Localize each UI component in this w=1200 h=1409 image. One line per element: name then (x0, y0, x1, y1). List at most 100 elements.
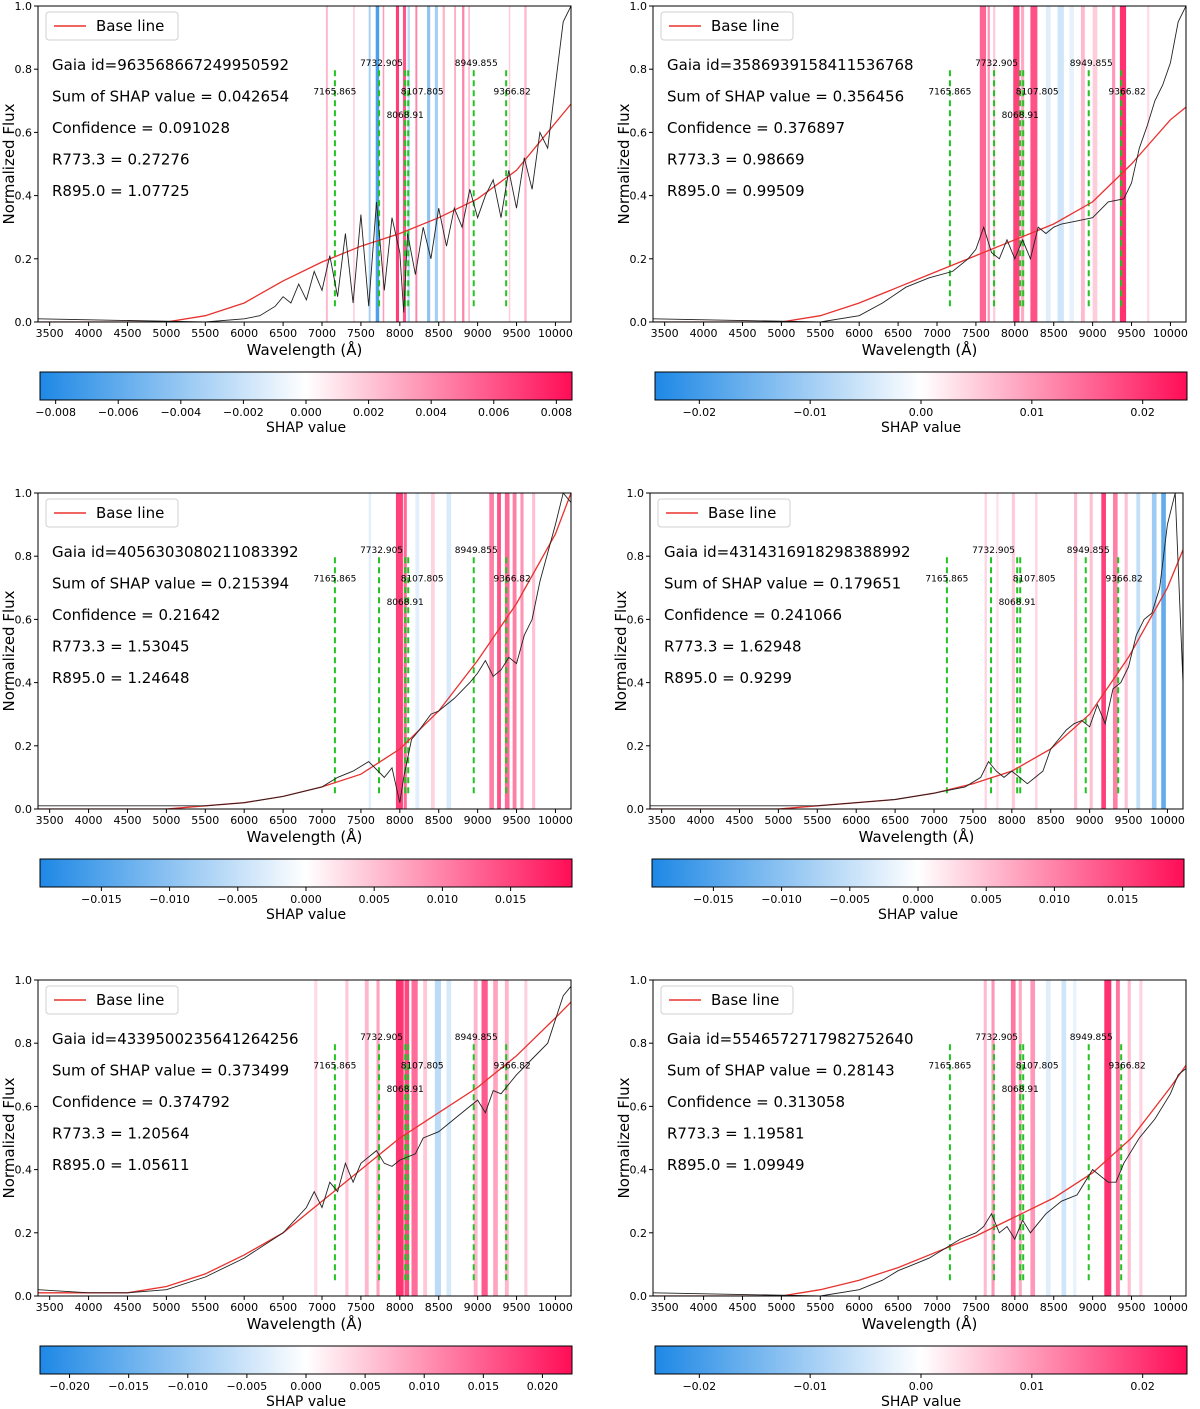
y-tick-label: 1.0 (630, 974, 648, 987)
y-tick-label: 0.6 (15, 126, 33, 139)
annotation-2: Sum of SHAP value = 0.179651 (664, 575, 901, 593)
x-tick-label: 6500 (884, 327, 912, 340)
plot-area (38, 980, 571, 1296)
x-tick-label: 7500 (347, 327, 375, 340)
axes-frame (652, 979, 1187, 1297)
legend: Base line (45, 11, 179, 41)
legend: Base line (45, 985, 179, 1015)
x-tick-label: 9500 (1118, 1301, 1146, 1314)
shap-band (512, 493, 517, 809)
shap-band (504, 493, 510, 809)
x-tick-label: 8000 (386, 814, 414, 827)
annotation-3: Confidence = 0.376897 (667, 119, 845, 137)
colorbar: −0.02 −0.01 0.00 0.01 0.02 SHAP value (654, 371, 1188, 436)
legend-box (657, 498, 791, 528)
marker-label-8107-805: 8107.805 (401, 574, 444, 584)
y-tick-label: 0.8 (630, 1037, 648, 1050)
legend-label: Base line (96, 991, 164, 1009)
chart-panel-6: 3500 4000 4500 5000 5500 6000 6500 7000 7500 8000… (615, 974, 1188, 1409)
shap-band (1030, 6, 1038, 322)
y-tick-label: 0.2 (15, 1227, 33, 1240)
marker-label-8949-855: 8949.855 (455, 1033, 498, 1043)
x-tick-label: 7500 (347, 814, 375, 827)
y-tick-label: 0.6 (630, 1100, 648, 1113)
x-tick-label: 6500 (269, 327, 297, 340)
y-tick-label: 0.0 (630, 316, 648, 329)
shap-band (1089, 493, 1093, 809)
colorbar-label: SHAP value (266, 420, 346, 436)
colorbar-tick-label: −0.010 (167, 1380, 208, 1393)
legend-label: Base line (708, 504, 776, 522)
shap-band (1092, 6, 1098, 322)
colorbar-tick-label: −0.02 (682, 1380, 716, 1393)
annotation-2: Sum of SHAP value = 0.356456 (667, 88, 904, 106)
shap-band (489, 493, 494, 809)
shap-band (1074, 493, 1078, 809)
x-tick-label: 8500 (1037, 814, 1065, 827)
y-tick-label: 0.8 (15, 550, 33, 563)
marker-label-8068-91: 8068.91 (1002, 111, 1039, 121)
x-axis-label: Wavelength (Å) (247, 1314, 363, 1333)
annotation-1: Gaia id=4314316918298388992 (664, 543, 911, 561)
annotation-2: Sum of SHAP value = 0.373499 (52, 1062, 289, 1080)
y-tick-label: 0.0 (627, 803, 645, 816)
marker-label-7732-905: 7732.905 (360, 1033, 403, 1043)
x-tick-label: 5000 (767, 1301, 795, 1314)
shap-band (368, 493, 372, 809)
y-tick-label: 0.8 (627, 550, 645, 563)
x-tick-label: 7500 (347, 1301, 375, 1314)
x-tick-label: 9500 (503, 1301, 531, 1314)
colorbar-tick-label: 0.005 (970, 893, 1002, 906)
shap-band (345, 980, 349, 1296)
legend-label: Base line (96, 17, 164, 35)
y-tick-label: 0.0 (15, 803, 33, 816)
x-tick-label: 9500 (503, 327, 531, 340)
shap-band (1136, 493, 1141, 809)
y-tick-label: 0.8 (15, 1037, 33, 1050)
colorbar-tick-label: 0.00 (909, 1380, 934, 1393)
shap-band (1119, 6, 1127, 322)
x-tick-label: 3500 (651, 1301, 679, 1314)
shap-band (325, 6, 328, 322)
annotation-1: Gaia id=3586939158411536768 (667, 56, 914, 74)
annotation-1: Gaia id=963568667249950592 (52, 56, 289, 74)
x-tick-label: 5000 (152, 814, 180, 827)
x-tick-label: 8500 (425, 814, 453, 827)
marker-label-8068-91: 8068.91 (387, 111, 424, 121)
shap-band (314, 980, 318, 1296)
shap-band (1030, 980, 1036, 1296)
shap-band (434, 6, 438, 322)
x-tick-label: 4500 (725, 814, 753, 827)
shap-band (395, 6, 400, 322)
x-tick-label: 3500 (36, 327, 64, 340)
flux-series (38, 986, 571, 1294)
colorbar-tick-label: 0.008 (541, 406, 573, 419)
chart-panel-1: 3500 4000 4500 5000 5500 6000 6500 7000 7500 8000… (0, 0, 573, 436)
colorbar-label: SHAP value (266, 907, 346, 923)
shap-band (481, 980, 488, 1296)
x-tick-label: 8000 (1001, 327, 1029, 340)
colorbar-tick-label: −0.015 (81, 893, 122, 906)
x-tick-label: 8000 (1001, 1301, 1029, 1314)
x-tick-label: 5500 (803, 814, 831, 827)
marker-label-8107-805: 8107.805 (1016, 1061, 1059, 1071)
x-tick-label: 8000 (998, 814, 1026, 827)
shap-band (368, 6, 371, 322)
x-tick-label: 10000 (538, 814, 573, 827)
colorbar-tick-label: 0.010 (1039, 893, 1071, 906)
shap-band (532, 493, 536, 809)
colorbar: −0.015 −0.010 −0.005 0.000 0.005 0.010 0.015 SH… (651, 858, 1185, 923)
marker-label-9366-82: 9366.82 (1109, 1061, 1146, 1071)
marker-label-8068-91: 8068.91 (387, 598, 424, 608)
x-tick-label: 9000 (1076, 814, 1104, 827)
shap-band (493, 980, 498, 1296)
marker-label-8068-91: 8068.91 (999, 598, 1036, 608)
colorbar-tick-label: 0.005 (349, 1380, 381, 1393)
colorbar-tick-label: 0.020 (527, 1380, 559, 1393)
colorbar-gradient (39, 1345, 573, 1375)
colorbar-tick-label: −0.02 (682, 406, 716, 419)
shap-band (1013, 6, 1020, 322)
axes-frame (649, 492, 1184, 810)
y-tick-label: 1.0 (15, 0, 33, 13)
x-tick-label: 9500 (503, 814, 531, 827)
